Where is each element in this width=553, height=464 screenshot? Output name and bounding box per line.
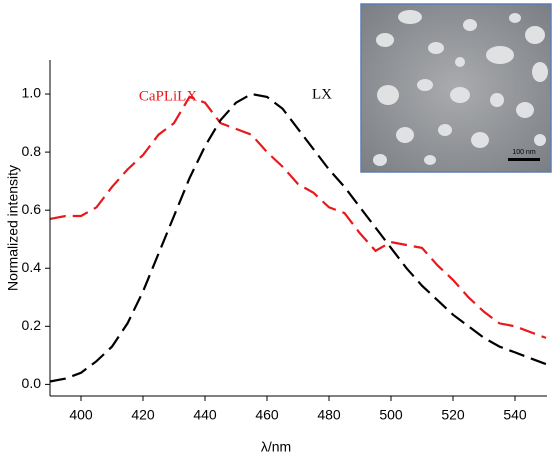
x-tick-label: 480 (317, 407, 341, 423)
series-label: LX (312, 86, 332, 102)
inset-image (361, 4, 551, 172)
y-tick-label: 0.4 (22, 259, 42, 275)
x-tick-label: 400 (69, 407, 93, 423)
y-tick-label: 1.0 (22, 85, 42, 101)
x-tick-label: 420 (131, 407, 155, 423)
chart: 100 nm λ/nm Normalized intensity 0.0 0.2 0… (0, 0, 553, 459)
x-tick-label: 460 (255, 407, 279, 423)
x-axis-label: λ/nm (261, 439, 291, 455)
scale-label: 100 nm (512, 149, 536, 156)
y-tick-label: 0.2 (22, 317, 42, 333)
x-tick-label: 540 (503, 407, 527, 423)
y-tick-label: 0.0 (22, 375, 42, 391)
y-tick-label: 0.6 (22, 201, 42, 217)
y-axis-label: Normalized intensity (5, 165, 21, 291)
x-tick-label: 500 (379, 407, 403, 423)
x-tick-label: 520 (441, 407, 465, 423)
y-tick-label: 0.8 (22, 143, 42, 159)
series-label: CaPLiLX (139, 88, 197, 104)
x-tick-label: 440 (193, 407, 217, 423)
